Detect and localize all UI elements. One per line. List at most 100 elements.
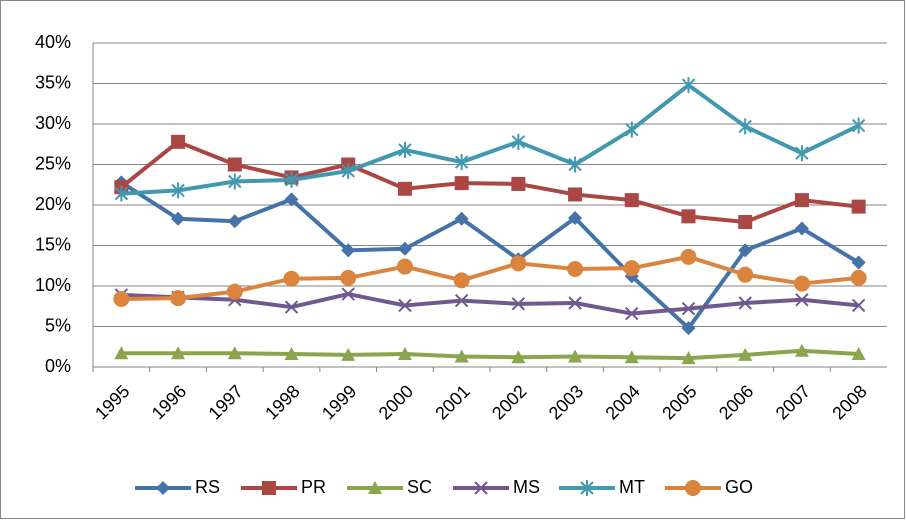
marker — [737, 266, 754, 283]
marker — [738, 347, 753, 361]
legend-item: PR — [241, 477, 326, 497]
marker — [851, 298, 866, 313]
legend-label: MT — [619, 477, 645, 497]
marker — [341, 347, 356, 361]
legend-item: SC — [347, 477, 432, 497]
marker — [171, 346, 186, 360]
marker — [623, 260, 640, 277]
marker — [284, 347, 299, 361]
y-tick-label: 10% — [35, 275, 71, 295]
series-line — [120, 180, 860, 331]
legend-label: MS — [513, 477, 540, 497]
marker — [511, 176, 526, 191]
marker — [171, 134, 186, 149]
marker — [794, 343, 809, 357]
marker — [625, 306, 639, 321]
marker — [284, 171, 299, 188]
legend-item: RS — [135, 477, 220, 497]
marker — [114, 346, 129, 360]
marker — [794, 193, 809, 208]
legend-item: GO — [665, 477, 753, 497]
marker — [511, 297, 526, 311]
marker — [454, 154, 469, 171]
marker — [397, 347, 412, 361]
series-line — [121, 292, 859, 316]
marker — [511, 133, 526, 150]
marker — [738, 118, 752, 135]
marker — [262, 481, 276, 495]
marker — [851, 117, 866, 134]
marker — [568, 187, 583, 202]
marker — [851, 255, 866, 270]
marker — [568, 156, 582, 173]
marker — [511, 350, 526, 364]
y-tick-label: 25% — [35, 153, 71, 173]
marker — [341, 287, 355, 301]
marker — [680, 248, 697, 265]
marker — [340, 269, 357, 286]
series-line — [120, 139, 859, 225]
marker — [284, 192, 299, 207]
marker — [156, 481, 170, 495]
marker — [851, 347, 866, 361]
marker — [113, 290, 130, 307]
marker — [397, 181, 412, 196]
y-tick-label: 20% — [35, 194, 71, 214]
y-tick-label: 30% — [35, 113, 71, 133]
marker — [454, 211, 469, 226]
legend-label: SC — [407, 477, 432, 497]
legend-item: MT — [559, 477, 645, 497]
marker — [341, 162, 355, 179]
marker — [850, 269, 867, 286]
y-tick-label: 5% — [45, 315, 71, 335]
marker — [794, 221, 809, 236]
y-tick-label: 40% — [35, 32, 71, 52]
marker — [453, 272, 470, 289]
y-tick-label: 15% — [35, 234, 71, 254]
marker — [368, 481, 382, 494]
marker — [624, 193, 639, 208]
legend-label: GO — [725, 477, 753, 497]
marker — [227, 214, 242, 229]
marker — [567, 260, 584, 277]
marker — [283, 270, 300, 287]
marker — [624, 350, 639, 364]
marker — [397, 241, 412, 256]
legend-label: RS — [195, 477, 220, 497]
marker — [284, 300, 299, 314]
marker — [227, 346, 242, 360]
marker — [681, 321, 696, 336]
series-line — [121, 83, 860, 196]
marker — [398, 298, 412, 313]
marker — [568, 296, 582, 310]
legend-item: MS — [453, 477, 540, 497]
series-line — [121, 254, 859, 301]
marker — [228, 173, 242, 190]
marker — [171, 182, 185, 199]
marker — [738, 296, 752, 310]
marker — [795, 293, 809, 307]
marker — [625, 121, 639, 138]
marker — [454, 176, 469, 191]
legend-label: PR — [301, 477, 326, 497]
marker — [793, 275, 810, 292]
marker — [454, 349, 469, 363]
marker — [396, 258, 413, 275]
marker — [398, 141, 412, 158]
marker — [685, 480, 701, 496]
series-line — [121, 348, 859, 361]
marker — [171, 211, 186, 226]
marker — [795, 145, 809, 162]
marker — [114, 185, 129, 202]
marker — [510, 255, 527, 272]
marker — [738, 243, 753, 258]
y-tick-label: 35% — [35, 72, 71, 92]
marker — [227, 157, 242, 172]
marker — [681, 209, 696, 224]
marker — [454, 293, 469, 308]
marker — [681, 77, 696, 94]
marker — [738, 215, 753, 230]
marker — [580, 480, 594, 496]
